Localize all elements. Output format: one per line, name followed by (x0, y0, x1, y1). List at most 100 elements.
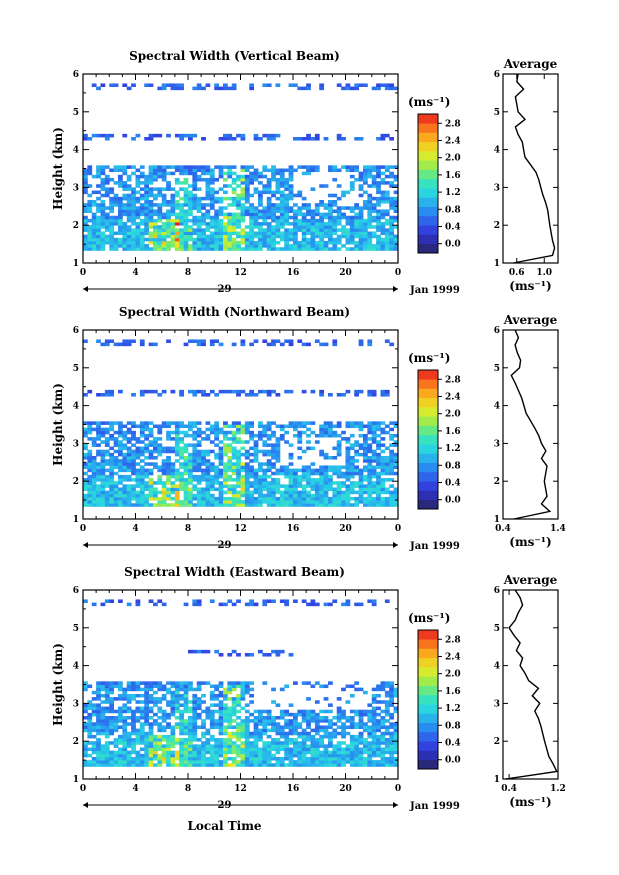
heatmap-cell (371, 500, 377, 504)
heatmap-cell (166, 687, 171, 692)
heatmap-cell (332, 228, 338, 232)
heatmap-cell (275, 203, 281, 207)
heatmap-cell (358, 218, 364, 223)
date-day: 29 (218, 540, 232, 551)
heatmap-cell (183, 703, 189, 707)
heatmap-cell (113, 342, 119, 347)
heatmap-cell (314, 203, 320, 207)
heatmap-cell (118, 490, 123, 495)
heatmap-cell (192, 452, 198, 457)
heatmap-cell (153, 462, 158, 466)
heatmap-cell (218, 700, 224, 704)
heatmap-cell (284, 763, 290, 767)
heatmap-cell (157, 468, 163, 473)
heatmap-cell (367, 437, 373, 441)
heatmap-cell (354, 240, 360, 245)
heatmap-cell (275, 209, 281, 213)
heatmap-cell (179, 244, 185, 248)
heatmap-cell (179, 760, 185, 764)
heatmap-cell (166, 503, 171, 507)
heatmap-cell (174, 165, 180, 169)
heatmap-cell (166, 184, 171, 188)
heatmap-cell (279, 731, 285, 736)
heatmap-cell (288, 471, 294, 476)
heatmap-cell (363, 459, 368, 463)
heatmap-cell (271, 487, 276, 492)
heatmap-cell (284, 234, 290, 239)
heatmap-cell (244, 240, 250, 245)
heatmap-cell (157, 763, 163, 767)
heatmap-cell (91, 725, 97, 729)
heatmap-cell (384, 496, 390, 501)
heatmap-cell (174, 681, 180, 685)
heatmap-cell (393, 240, 399, 245)
heatmap-cell (301, 716, 307, 720)
heatmap-cell (131, 137, 136, 141)
average-y-tick-label: 4 (494, 662, 500, 672)
heatmap-cell (284, 753, 290, 758)
heatmap-cell (328, 484, 333, 488)
heatmap-cell (157, 706, 163, 711)
heatmap-cell (271, 389, 276, 394)
colorbar-tick-label: 0.0 (445, 496, 461, 506)
colorbar-block (418, 215, 438, 226)
heatmap-cell (271, 433, 276, 438)
heatmap-cell (371, 421, 377, 425)
heatmap-cell (100, 719, 106, 723)
heatmap-cell (179, 481, 185, 485)
heatmap-cell (205, 465, 211, 469)
average-frame (502, 589, 559, 780)
heatmap-cell (253, 481, 259, 485)
heatmap-cell (393, 462, 399, 466)
heatmap-cell (258, 433, 263, 438)
heatmap-cell (266, 212, 272, 217)
heatmap-cell (153, 493, 158, 498)
heatmap-cell (389, 174, 395, 179)
heatmap-cell (262, 709, 268, 714)
heatmap-cell (214, 424, 220, 429)
heatmap-cell (314, 478, 320, 482)
heatmap-cell (104, 481, 110, 485)
heatmap-cell (157, 744, 163, 748)
heatmap-cell (179, 753, 185, 758)
heatmap-cell (227, 225, 233, 229)
heatmap-cell (262, 728, 268, 733)
heatmap-cell (319, 342, 325, 347)
heatmap-cell (271, 741, 276, 745)
heatmap-cell (87, 503, 93, 507)
heatmap-cell (310, 222, 316, 226)
heatmap-cell (349, 738, 355, 742)
heatmap-cell (319, 738, 325, 742)
heatmap-cell (240, 446, 246, 451)
heatmap-cell (126, 193, 132, 198)
heatmap-cell (323, 430, 329, 435)
heatmap-cell (218, 196, 224, 201)
heatmap-cell (139, 165, 145, 169)
heatmap-cell (297, 747, 303, 752)
colorbar-block (418, 750, 438, 761)
heatmap-cell (284, 247, 290, 251)
heatmap-cell (126, 741, 132, 745)
heatmap-cell (218, 218, 224, 223)
heatmap-cell (323, 215, 329, 220)
heatmap-cell (328, 681, 333, 685)
heatmap-cell (297, 474, 303, 479)
heatmap-cell (161, 212, 167, 217)
heatmap-cell (240, 206, 246, 210)
heatmap-cell (231, 703, 237, 707)
heatmap-cell (170, 474, 176, 479)
heatmap-cell (148, 240, 154, 245)
heatmap-cell (332, 750, 338, 755)
heatmap-cell (253, 215, 259, 220)
heatmap-cell (91, 703, 97, 707)
colorbar-block (418, 197, 438, 207)
heatmap-cell (91, 459, 97, 463)
heatmap-cell (223, 471, 228, 476)
heatmap-cell (328, 722, 333, 726)
colorbar-block (418, 397, 438, 408)
heatmap-cell (100, 427, 106, 432)
heatmap-cell (310, 187, 316, 191)
heatmap-cell (323, 222, 329, 226)
colorbar-unit-label: (ms⁻¹) (408, 351, 450, 365)
heatmap-cell (236, 465, 241, 469)
